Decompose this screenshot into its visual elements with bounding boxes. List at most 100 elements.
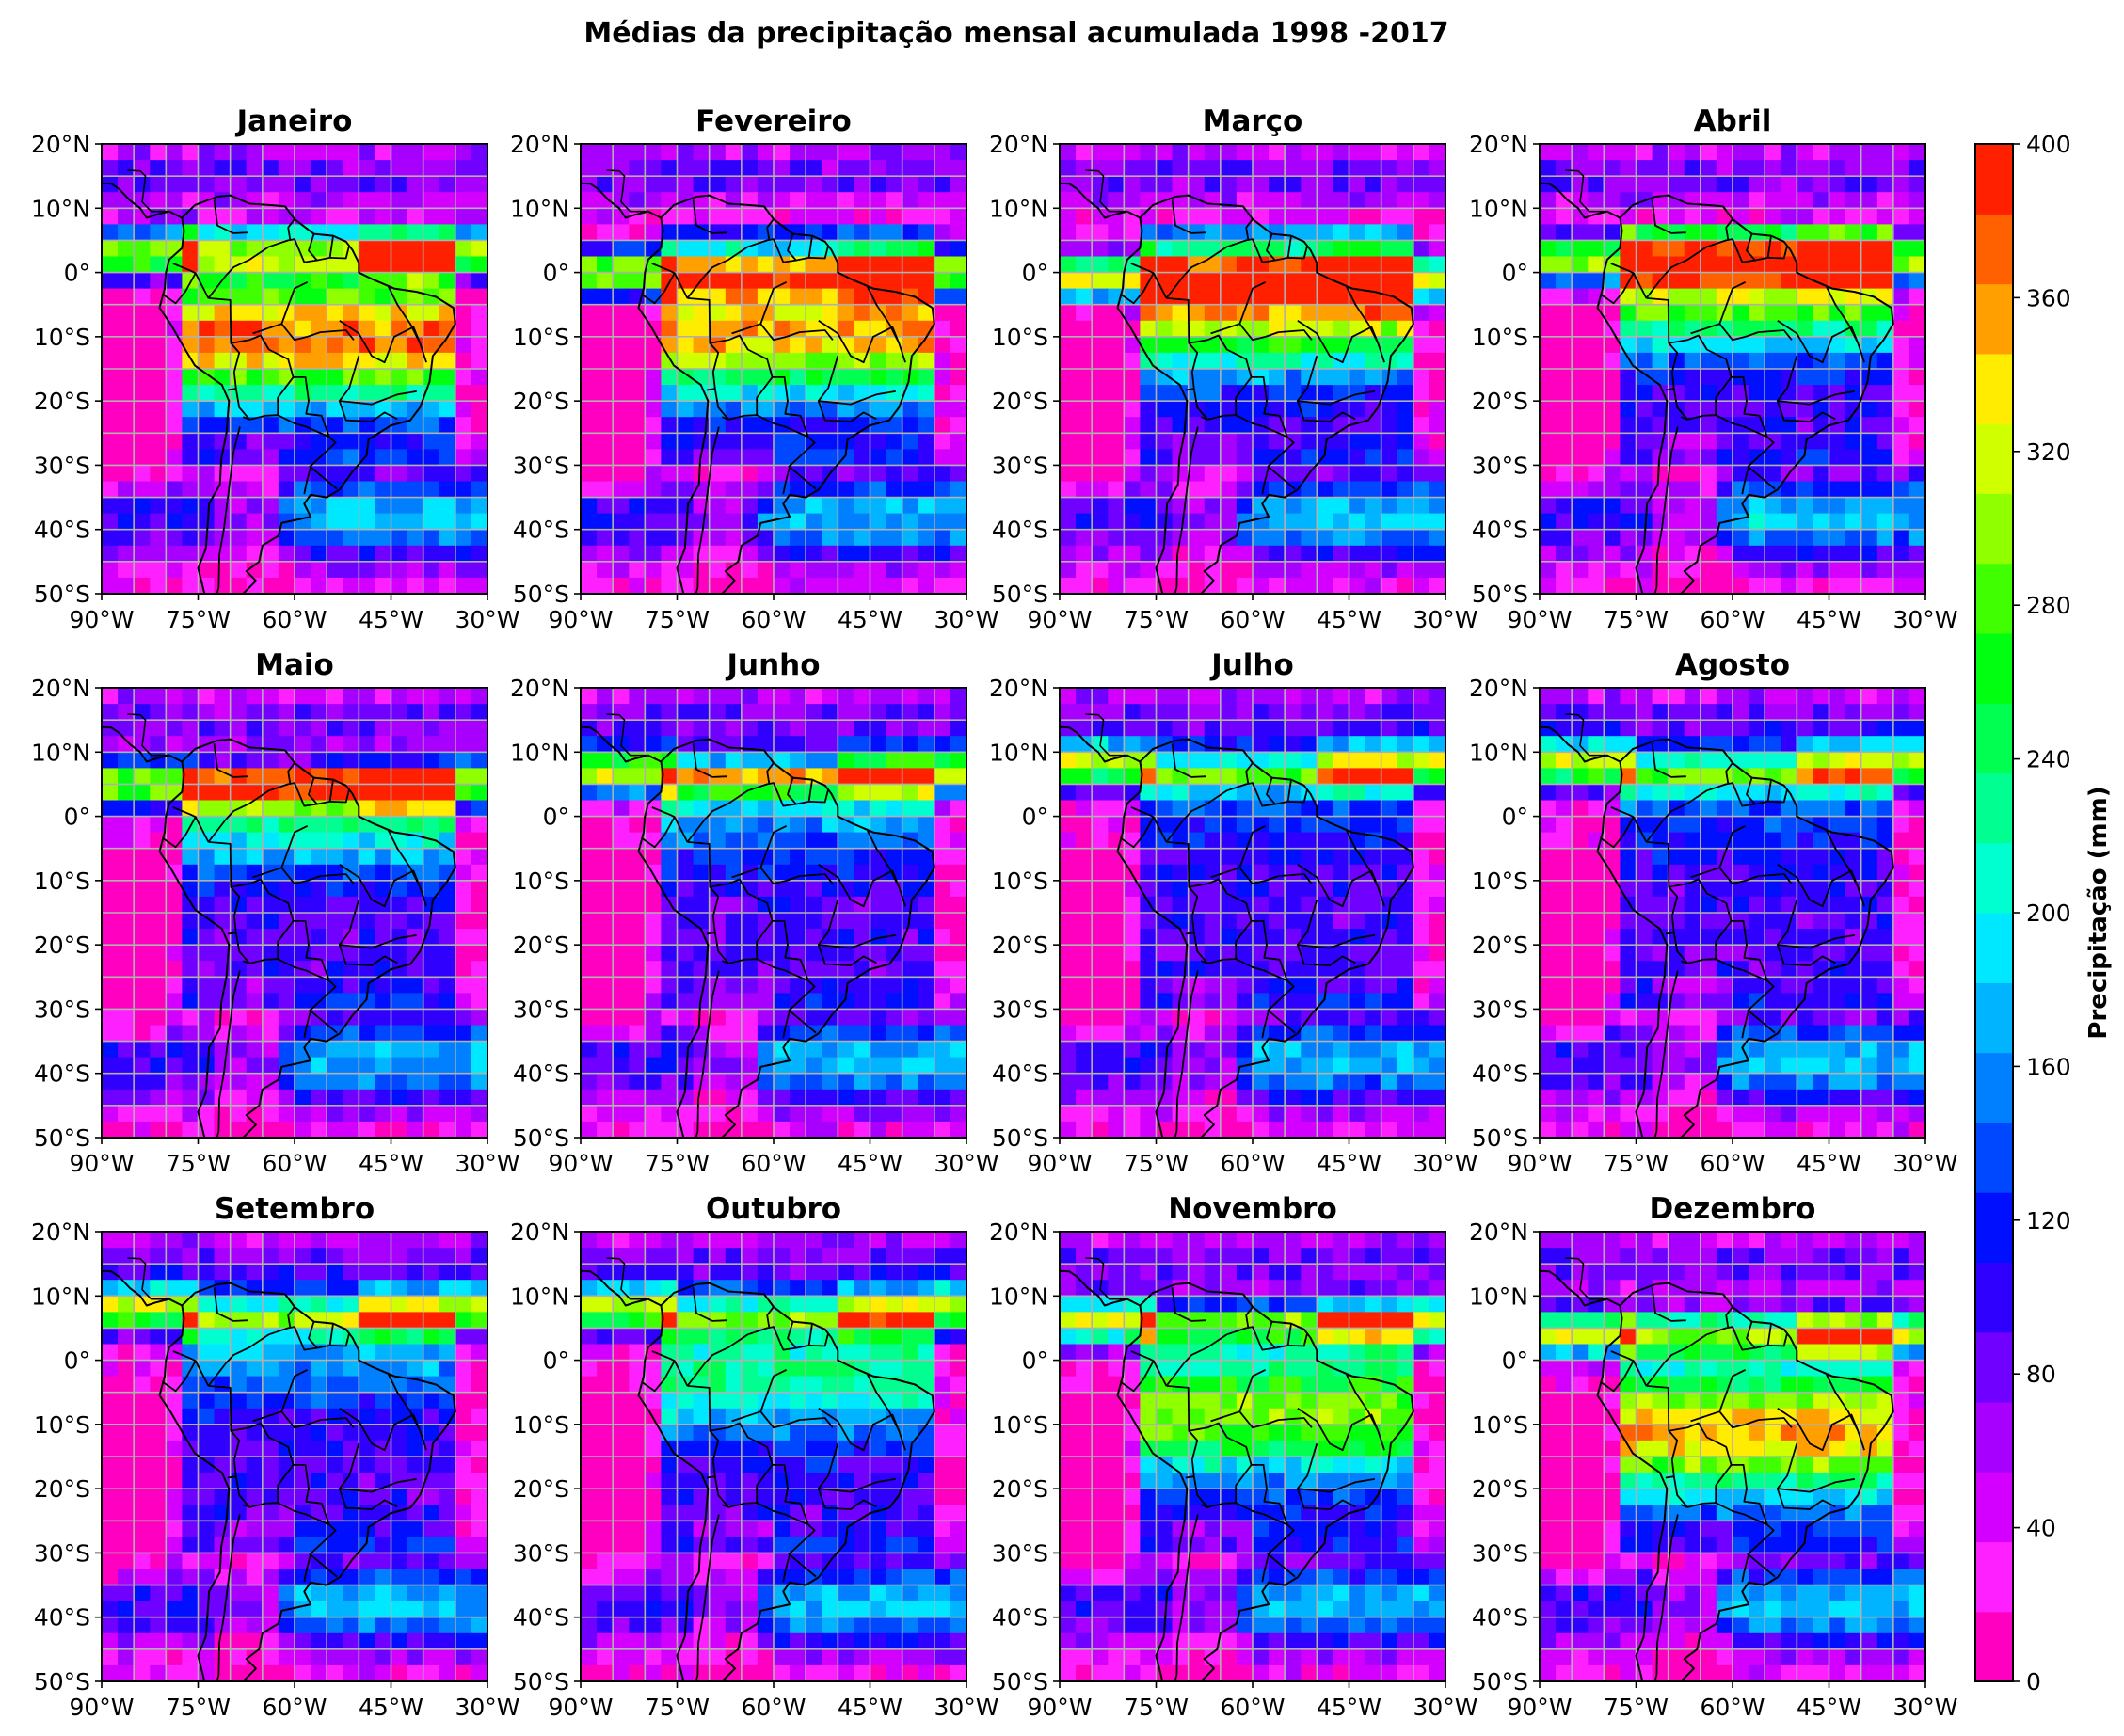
gridlines (1060, 688, 1445, 1138)
gridlines (1060, 1232, 1445, 1681)
lat-tick-label: 40°S (513, 517, 569, 544)
lat-tick-label: 10°N (989, 739, 1048, 766)
lon-tick-label: 90°W (1027, 1150, 1092, 1177)
lat-tick-label: 0° (543, 260, 569, 287)
lat-tick-label: 50°S (992, 1668, 1048, 1696)
colorbar-swatch (1975, 913, 2013, 983)
lon-tick-label: 45°W (359, 606, 423, 633)
lat-tick-label: 0° (1022, 1347, 1048, 1375)
map-panel-11: Novembro 20°N 10°N 0° 10°S 20°S 30°S 40°S 50°S90… (989, 1192, 1478, 1721)
lon-tick-label: 30°W (1892, 1694, 1957, 1721)
lat-tick-label: 50°S (513, 1124, 569, 1152)
lon-tick-label: 75°W (1604, 606, 1669, 633)
lon-tick-label: 45°W (359, 1694, 423, 1721)
lat-tick-label: 40°S (513, 1060, 569, 1088)
lat-tick-label: 20°S (992, 388, 1048, 415)
coastlines-and-borders (102, 1257, 456, 1681)
panel-title: Dezembro (1650, 1192, 1816, 1226)
lon-tick-label: 90°W (548, 1150, 613, 1177)
lat-tick-label: 50°S (34, 581, 90, 608)
map-panel-12: Dezembro 20°N 10°N 0° 10°S 20°S 30°S 40°S 50°S90… (1469, 1192, 1958, 1721)
lon-tick-label: 30°W (455, 1150, 519, 1177)
colorbar-swatch (1975, 1541, 2013, 1613)
lon-tick-label: 45°W (838, 1694, 902, 1721)
colorbar-swatch (1975, 353, 2013, 424)
lat-tick-label: 30°S (513, 995, 569, 1023)
lon-tick-label: 30°W (934, 1694, 998, 1721)
lat-tick-label: 30°S (34, 452, 90, 479)
panel-title: Junho (725, 648, 820, 682)
colorbar-tick-label: 400 (2026, 131, 2071, 158)
lon-tick-label: 90°W (548, 1694, 613, 1721)
gridlines (1540, 144, 1925, 594)
lon-tick-label: 30°W (934, 1150, 998, 1177)
lat-tick-label: 30°S (513, 452, 569, 479)
lat-tick-label: 0° (1022, 804, 1048, 831)
lon-tick-label: 90°W (1507, 1150, 1572, 1177)
lon-tick-label: 60°W (262, 606, 327, 633)
colorbar-swatch (1975, 1331, 2013, 1403)
lat-tick-label: 0° (1502, 1347, 1528, 1375)
lat-tick-label: 20°S (513, 388, 569, 415)
lat-tick-label: 20°N (31, 1218, 90, 1246)
colorbar-label: Precipitação (mm) (2084, 786, 2113, 1039)
lat-tick-label: 0° (1502, 260, 1528, 287)
map-panel-8: Agosto 20°N 10°N 0° 10°S 20°S 30°S 40°S 50°S90°W… (1469, 648, 1958, 1177)
map-panel-4: Abril 20°N 10°N 0° 10°S 20°S 30°S 40°S 50°S90°W 7… (1469, 104, 1958, 633)
lat-tick-label: 50°S (34, 1124, 90, 1152)
lat-tick-label: 10°N (510, 195, 569, 222)
lat-tick-label: 30°S (1472, 995, 1528, 1023)
lon-tick-label: 30°W (934, 606, 998, 633)
lat-tick-label: 10°S (34, 1411, 90, 1439)
lon-tick-label: 75°W (1604, 1150, 1669, 1177)
colorbar-swatch (1975, 1192, 2013, 1263)
colorbar-tick-label: 120 (2026, 1207, 2071, 1234)
lat-tick-label: 40°S (1472, 517, 1528, 544)
coastlines-and-borders (1060, 713, 1414, 1138)
colorbar-swatch (1975, 772, 2013, 844)
lat-tick-label: 50°S (992, 581, 1048, 608)
lat-tick-label: 40°S (1472, 1060, 1528, 1088)
colorbar-tick-label: 40 (2026, 1515, 2056, 1542)
precipitation-field (1540, 688, 1925, 1138)
lon-tick-label: 90°W (1027, 606, 1092, 633)
lat-tick-label: 10°S (34, 868, 90, 895)
lat-tick-label: 20°N (510, 675, 569, 702)
lon-tick-label: 60°W (1220, 1150, 1285, 1177)
precipitation-field (581, 1232, 966, 1681)
lon-tick-label: 45°W (1317, 1694, 1381, 1721)
gridlines (102, 1232, 487, 1681)
colorbar: 0 40 80 120 160 200 240 280 320 360 400 Precipitaçã… (1974, 131, 2113, 1696)
lat-tick-label: 40°S (34, 517, 90, 544)
coastlines-and-borders (1540, 1257, 1894, 1681)
lat-tick-label: 20°S (513, 932, 569, 959)
lat-tick-label: 50°S (34, 1668, 90, 1696)
lat-tick-label: 20°S (34, 932, 90, 959)
panel-title: Maio (255, 648, 334, 682)
lat-tick-label: 20°S (992, 932, 1048, 959)
lat-tick-label: 10°S (1472, 1411, 1528, 1439)
coastlines-and-borders (581, 169, 935, 594)
lon-tick-label: 45°W (838, 606, 902, 633)
lon-tick-label: 60°W (741, 1150, 806, 1177)
lat-tick-label: 50°S (513, 581, 569, 608)
lat-tick-label: 0° (543, 804, 569, 831)
coastlines-and-borders (581, 1257, 935, 1681)
lon-tick-label: 60°W (1220, 606, 1285, 633)
lat-tick-label: 40°S (513, 1604, 569, 1632)
lat-tick-label: 10°S (34, 324, 90, 351)
map-panel-10: Outubro 20°N 10°N 0° 10°S 20°S 30°S 40°S 50°S90°… (510, 1192, 999, 1721)
gridlines (581, 144, 966, 594)
colorbar-swatch (1975, 982, 2013, 1054)
lat-tick-label: 20°S (34, 388, 90, 415)
coastlines-and-borders (581, 713, 935, 1138)
precipitation-field (1060, 1232, 1445, 1681)
colorbar-tick-label: 0 (2026, 1668, 2041, 1696)
lat-tick-label: 50°S (1472, 581, 1528, 608)
lat-tick-label: 20°N (31, 131, 90, 158)
colorbar-tick-label: 240 (2026, 746, 2071, 773)
lon-tick-label: 30°W (1413, 606, 1477, 633)
lat-tick-label: 30°S (34, 995, 90, 1023)
lat-tick-label: 10°N (31, 1282, 90, 1310)
lat-tick-label: 20°S (1472, 932, 1528, 959)
